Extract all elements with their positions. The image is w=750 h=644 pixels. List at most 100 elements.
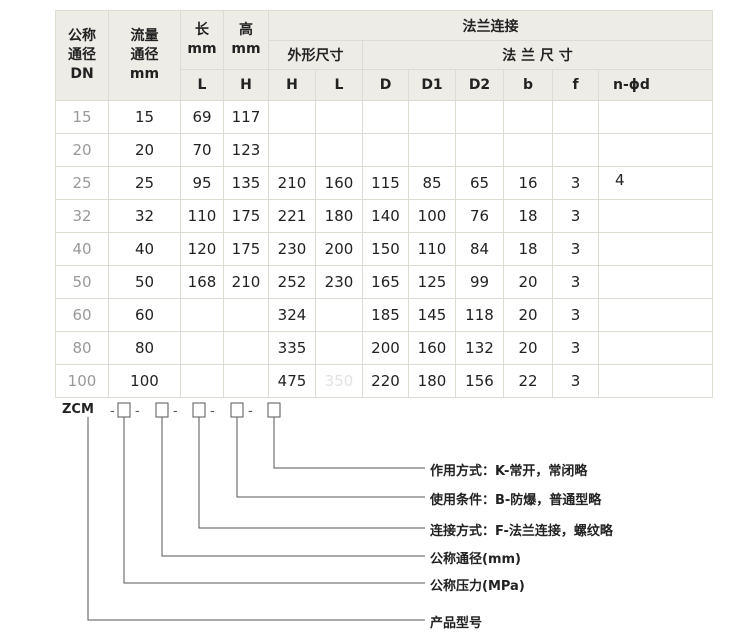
table-cell: 70: [180, 133, 224, 167]
table-cell: 180: [408, 364, 456, 398]
table-cell: 168: [180, 265, 224, 299]
table-cell: 22: [503, 364, 553, 398]
table-cell: 118: [455, 298, 504, 332]
table-cell: [268, 133, 316, 167]
code-box: [117, 402, 131, 418]
table-cell: 221: [268, 199, 316, 233]
table-cell: 95: [180, 166, 224, 200]
table-cell: 99: [455, 265, 504, 299]
column-header: b: [503, 69, 553, 101]
column-header: D: [362, 69, 409, 101]
table-cell: 3: [552, 265, 599, 299]
table-cell: 69: [180, 100, 224, 134]
table-cell: 32: [55, 199, 109, 233]
table-cell: 100: [55, 364, 109, 398]
column-header: L: [315, 69, 363, 101]
table-row: 40 40 120 175 230 200 150 110 84 18 3: [55, 232, 713, 266]
table-cell: 80: [55, 331, 109, 365]
table-row: 100 100 475 350 220 180 156 22 3: [55, 364, 713, 398]
table-cell: 175: [223, 199, 269, 233]
table-cell: 123: [223, 133, 269, 167]
table-cell: [503, 100, 553, 134]
table-cell: 32: [108, 199, 181, 233]
spec-table: 公称 通径 DN 流量 通径 mm 长 mm 高 mm 法兰连接 外形尺寸 法 …: [55, 10, 713, 398]
table-cell: 3: [552, 298, 599, 332]
header-length: 长 mm: [180, 10, 224, 70]
column-header: D1: [408, 69, 456, 101]
table-cell: [180, 298, 224, 332]
table-cell: 120: [180, 232, 224, 266]
header-flange-size: 法 兰 尺 寸: [362, 40, 713, 70]
table-cell: 3: [552, 232, 599, 266]
table-cell: 140: [362, 199, 409, 233]
table-cell: 3: [552, 331, 599, 365]
table-cell: 150: [362, 232, 409, 266]
header-dn: 公称 通径 DN: [55, 10, 109, 101]
table-row: 50 50 168 210 252 230 165 125 99 20 3: [55, 265, 713, 299]
table-cell: [180, 364, 224, 398]
table-cell: [315, 100, 363, 134]
table-cell: 132: [455, 331, 504, 365]
table-cell: [598, 265, 713, 299]
table-cell: [598, 364, 713, 398]
table-cell: 160: [408, 331, 456, 365]
label-usage: 使用条件：B-防爆，普通型略: [430, 493, 602, 508]
column-header: H: [268, 69, 316, 101]
table-cell: 3: [552, 364, 599, 398]
table-cell: 180: [315, 199, 363, 233]
table-cell: [552, 133, 599, 167]
table-row: 25 25 95 135 210 160 115 85 65 16 3 4: [55, 166, 713, 200]
table-row: 15 15 69 117: [55, 100, 713, 134]
table-cell: 20: [503, 331, 553, 365]
table-cell: 84: [455, 232, 504, 266]
model-prefix: ZCM: [62, 402, 94, 417]
table-cell: [598, 232, 713, 266]
code-box: [192, 402, 206, 418]
code-box: [155, 402, 169, 418]
table-cell: 350: [315, 364, 363, 398]
table-cell: 115: [362, 166, 409, 200]
table-cell: [362, 100, 409, 134]
svg-text:-: -: [210, 404, 215, 419]
header-outline: 外形尺寸: [268, 40, 363, 70]
table-cell: 200: [362, 331, 409, 365]
label-product-model: 产品型号: [430, 616, 483, 631]
table-cell: 475: [268, 364, 316, 398]
table-cell: [598, 331, 713, 365]
table-cell: 185: [362, 298, 409, 332]
table-cell: 4: [598, 166, 713, 200]
table-cell: 20: [108, 133, 181, 167]
table-row: 60 60 324 185 145 118 20 3: [55, 298, 713, 332]
header-flow: 流量 通径 mm: [108, 10, 181, 101]
table-cell: 15: [108, 100, 181, 134]
table-cell: [315, 133, 363, 167]
label-connection: 连接方式：F-法兰连接，螺纹略: [430, 524, 613, 539]
table-cell: [455, 133, 504, 167]
table-cell: 145: [408, 298, 456, 332]
table-cell: 125: [408, 265, 456, 299]
table-cell: 40: [108, 232, 181, 266]
table-cell: [503, 133, 553, 167]
column-header: D2: [455, 69, 504, 101]
table-cell: [223, 331, 269, 365]
label-nominal-pressure: 公称压力(MPa): [430, 579, 525, 594]
table-cell: 252: [268, 265, 316, 299]
svg-text:-: -: [173, 404, 178, 419]
table-cell: 210: [268, 166, 316, 200]
table-cell: [598, 199, 713, 233]
code-box: [230, 402, 244, 418]
table-row: 32 32 110 175 221 180 140 100 76 18 3: [55, 199, 713, 233]
table-cell: 100: [408, 199, 456, 233]
label-action: 作用方式：K-常开，常闭略: [430, 464, 588, 479]
table-cell: [315, 298, 363, 332]
table-cell: 165: [362, 265, 409, 299]
table-cell: 200: [315, 232, 363, 266]
table-cell: [598, 133, 713, 167]
svg-text:-: -: [248, 404, 253, 419]
svg-text:-: -: [110, 404, 115, 419]
table-cell: 230: [268, 232, 316, 266]
label-nominal-diameter: 公称通径(mm): [430, 552, 521, 567]
table-cell: 117: [223, 100, 269, 134]
svg-text:-: -: [135, 404, 140, 419]
